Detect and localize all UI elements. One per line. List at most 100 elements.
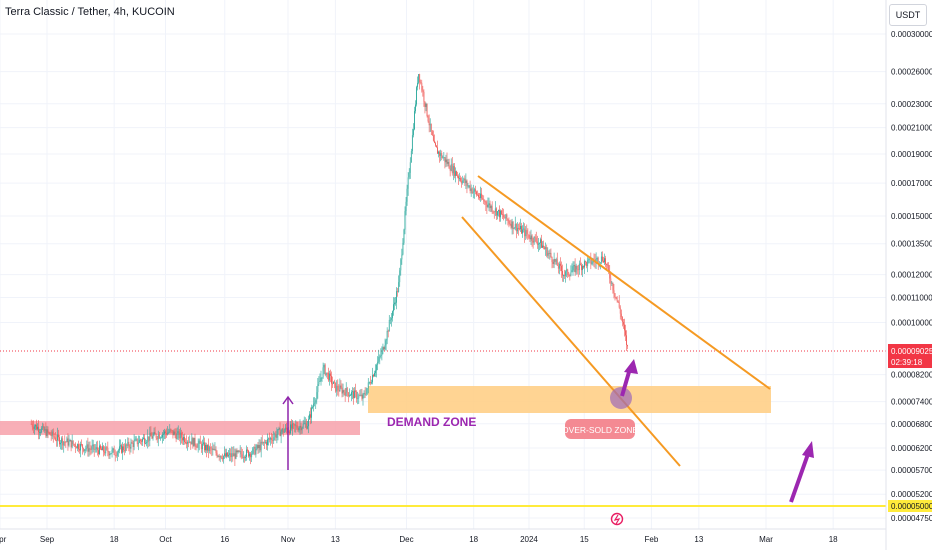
channel-lower-line[interactable] — [461, 216, 681, 467]
candle-body — [544, 247, 546, 250]
candle-body — [83, 448, 85, 452]
candle-body — [577, 269, 579, 271]
candle-body — [339, 385, 341, 392]
y-tick-label: 0.00026000 — [891, 68, 932, 77]
candle-body — [235, 450, 237, 459]
candle-body — [482, 198, 484, 200]
candle-body — [293, 423, 295, 425]
candle-body — [523, 228, 525, 230]
candle-body — [351, 392, 352, 396]
candle-body — [531, 235, 533, 241]
candle-body — [481, 193, 483, 199]
candle-body — [417, 82, 418, 88]
candle-body — [179, 432, 181, 439]
candle-body — [327, 372, 329, 381]
candle-body — [377, 361, 379, 365]
candle-body — [128, 441, 130, 448]
candle-body — [354, 390, 355, 399]
candle-body — [580, 264, 582, 271]
candle-body — [135, 438, 137, 440]
candle-body — [604, 258, 605, 263]
channel-upper-line[interactable] — [477, 175, 771, 390]
candle-body — [320, 377, 322, 381]
breakout-arrow-icon — [282, 395, 294, 470]
candle-body — [510, 224, 512, 228]
candle-body — [254, 446, 256, 455]
candle-body — [216, 452, 218, 457]
candle-body — [590, 258, 592, 264]
candle-body — [160, 437, 162, 439]
candle-body — [575, 265, 577, 273]
candle-body — [95, 447, 97, 449]
candle-body — [328, 373, 330, 381]
candle-body — [93, 444, 95, 450]
candle-body — [220, 456, 222, 458]
candle-body — [137, 442, 139, 445]
candle-body — [145, 443, 147, 444]
candle-body — [576, 265, 578, 270]
x-tick-label: 2024 — [520, 535, 538, 544]
candle-body — [94, 448, 96, 450]
candle-body — [460, 178, 462, 181]
candle-body — [277, 429, 279, 435]
candle-body — [186, 442, 187, 444]
candle-body — [616, 297, 618, 301]
candle-body — [361, 394, 363, 399]
candle-body — [141, 440, 142, 442]
candle-body — [209, 447, 211, 451]
candle-body — [582, 266, 583, 271]
current-price-label: 0.00009025 02:39:18 — [888, 344, 932, 368]
candle-body — [219, 456, 221, 458]
candle-body — [615, 296, 617, 298]
y-tick-label: 0.00019000 — [891, 150, 932, 159]
candle-body — [42, 425, 44, 429]
candle-body — [390, 318, 392, 320]
candle-body — [381, 350, 383, 356]
currency-button[interactable]: USDT — [889, 4, 927, 26]
candle-body — [204, 442, 205, 451]
candle-body — [164, 431, 165, 434]
candle-body — [324, 365, 326, 375]
candle-body — [90, 448, 92, 450]
candle-body — [132, 443, 134, 447]
x-tick-label: Oct — [159, 535, 172, 544]
candle-body — [452, 166, 454, 174]
x-tick-label: 18 — [110, 535, 119, 544]
candle-body — [400, 259, 402, 271]
candle-body — [269, 438, 270, 440]
candle-body — [494, 208, 496, 212]
candle-body — [53, 436, 55, 438]
candle-body — [437, 147, 438, 154]
candle-body — [501, 210, 502, 215]
candle-body — [583, 266, 584, 268]
candle-body — [70, 440, 72, 448]
candle-body — [103, 446, 105, 452]
candle-body — [237, 450, 239, 453]
candle-body — [526, 230, 528, 234]
candle-body — [96, 447, 98, 451]
candle-body — [467, 185, 469, 187]
candle-body — [573, 264, 575, 267]
candle-body — [512, 221, 514, 229]
candle-body — [387, 330, 389, 332]
candle-body — [511, 221, 513, 228]
y-tick-label: 0.00004750 — [891, 514, 932, 523]
candle-body — [84, 449, 86, 452]
oversold-label: OVER-SOLD ZONE — [562, 425, 638, 435]
y-tick-label: 0.00005700 — [891, 466, 932, 475]
candle-body — [424, 101, 426, 107]
candle-body — [436, 145, 437, 148]
candle-body — [344, 392, 346, 396]
y-tick-label: 0.00008200 — [891, 371, 932, 380]
candle-body — [618, 302, 620, 308]
candle-body — [296, 425, 298, 429]
candle-body — [241, 454, 243, 458]
candle-body — [447, 161, 449, 164]
candle-body — [299, 425, 301, 428]
svg-text:02:39:18: 02:39:18 — [891, 358, 923, 367]
candle-body — [386, 330, 388, 341]
candle-body — [502, 214, 504, 215]
candle-body — [464, 178, 466, 184]
candle-body — [268, 438, 269, 440]
